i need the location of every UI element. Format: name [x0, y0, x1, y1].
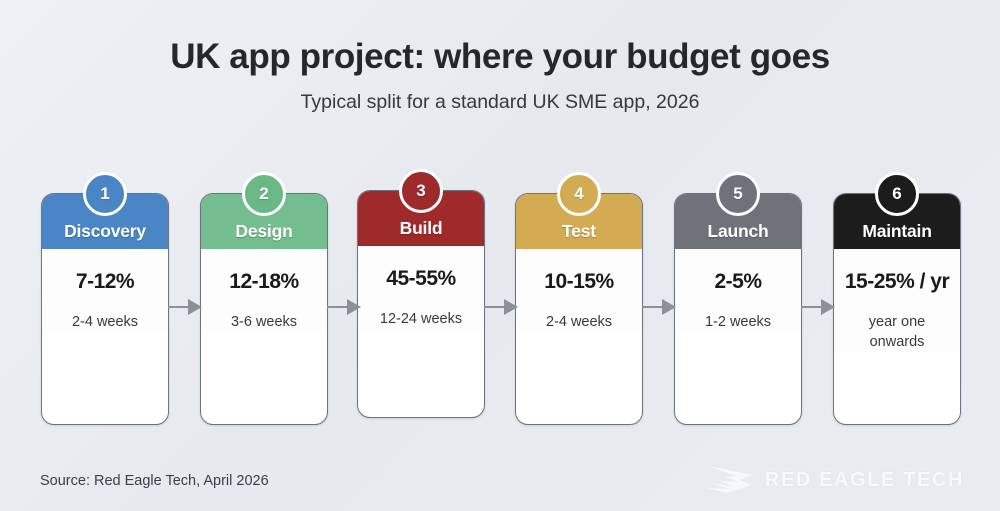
budget-share-value: 7-12% [75, 270, 135, 293]
step-number: 5 [733, 184, 743, 203]
budget-share-value: 10-15% [544, 270, 614, 293]
step-number: 1 [100, 184, 110, 203]
card-body: 12-18% 3-6 weeks [201, 249, 327, 333]
page-title: UK app project: where your budget goes [170, 37, 830, 76]
card-body: 10-15% 2-4 weeks [516, 249, 642, 333]
arrow-shaft [642, 306, 665, 309]
card-frame: Build 45-55% 12-24 weeks [357, 190, 485, 418]
page-subtitle: Typical split for a standard UK SME app,… [300, 90, 700, 113]
arrow-shaft [327, 306, 350, 309]
stage-name: Design [235, 221, 293, 241]
stage-card-design[interactable]: Design 12-18% 3-6 weeks 2 [200, 172, 328, 425]
step-number-badge: 4 [557, 172, 601, 216]
step-number: 4 [574, 184, 584, 203]
budget-share-value: 2-5% [714, 270, 762, 293]
card-frame: Discovery 7-12% 2-4 weeks [41, 193, 169, 425]
budget-share-value: 15-25% / yr [844, 270, 950, 293]
card-body: 15-25% / yr year one onwards [834, 249, 960, 353]
flow-arrow [484, 299, 518, 315]
stage-cards-row: Discovery 7-12% 2-4 weeks 1 Design 12-18% 3-6 … [0, 169, 1000, 425]
duration-value: 1-2 weeks [704, 314, 772, 330]
stage-card-discovery[interactable]: Discovery 7-12% 2-4 weeks 1 [41, 172, 169, 425]
step-number-badge: 2 [242, 172, 286, 216]
stage-name: Maintain [862, 221, 932, 241]
flow-arrow [801, 299, 835, 315]
arrow-head [821, 299, 835, 315]
card-body: 2-5% 1-2 weeks [675, 249, 801, 333]
stage-name: Test [562, 221, 596, 241]
card-frame: Design 12-18% 3-6 weeks [200, 193, 328, 425]
step-number-badge: 6 [875, 172, 919, 216]
flow-arrow [327, 299, 361, 315]
duration-value: year one onwards [868, 314, 926, 350]
duration-value: 3-6 weeks [230, 314, 298, 330]
stage-name: Build [399, 218, 443, 238]
arrow-head [188, 299, 202, 315]
stage-card-launch[interactable]: Launch 2-5% 1-2 weeks 5 [674, 172, 802, 425]
budget-share-value: 12-18% [229, 270, 299, 293]
arrow-head [347, 299, 361, 315]
arrow-shaft [484, 306, 507, 309]
stage-card-maintain[interactable]: Maintain 15-25% / yr year one onwards 6 [833, 172, 961, 425]
step-number-badge: 1 [83, 172, 127, 216]
budget-share-value: 45-55% [386, 267, 456, 290]
header-block: UK app project: where your budget goes T… [0, 0, 1000, 114]
step-number: 3 [416, 181, 426, 200]
arrow-head [504, 299, 518, 315]
arrow-shaft [168, 306, 191, 309]
duration-value: 2-4 weeks [71, 314, 139, 330]
stage-card-test[interactable]: Test 10-15% 2-4 weeks 4 [515, 172, 643, 425]
step-number: 6 [892, 184, 902, 203]
card-frame: Test 10-15% 2-4 weeks [515, 193, 643, 425]
arrow-shaft [801, 306, 824, 309]
card-body: 45-55% 12-24 weeks [358, 246, 484, 330]
flow-arrow [642, 299, 676, 315]
brand-name: RED EAGLE TECH [764, 468, 964, 491]
duration-value: 2-4 weeks [545, 314, 613, 330]
step-number-badge: 5 [716, 172, 760, 216]
flow-arrow [168, 299, 202, 315]
card-frame: Maintain 15-25% / yr year one onwards [833, 193, 961, 425]
step-number: 2 [259, 184, 269, 203]
step-number-badge: 3 [399, 169, 443, 213]
eagle-icon [706, 466, 753, 493]
brand-logo: RED EAGLE TECH [706, 458, 964, 502]
stage-card-build[interactable]: Build 45-55% 12-24 weeks 3 [357, 169, 485, 425]
card-body: 7-12% 2-4 weeks [42, 249, 168, 333]
arrow-head [662, 299, 676, 315]
duration-value: 12-24 weeks [379, 311, 463, 327]
stage-name: Discovery [64, 221, 146, 241]
stage-name: Launch [707, 221, 769, 241]
source-note: Source: Red Eagle Tech, April 2026 [40, 473, 269, 489]
card-frame: Launch 2-5% 1-2 weeks [674, 193, 802, 425]
